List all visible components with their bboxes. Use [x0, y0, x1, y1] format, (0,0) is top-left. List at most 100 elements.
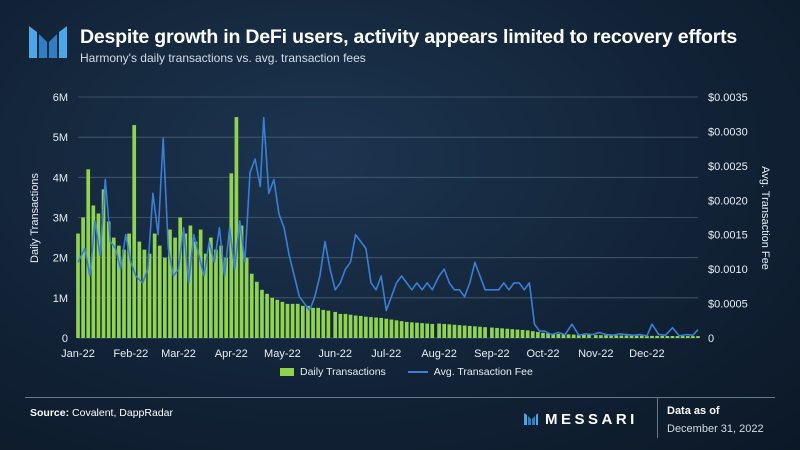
- bar: [96, 213, 101, 338]
- x-tick-label: Mar-22: [161, 348, 196, 360]
- bar: [209, 237, 213, 338]
- x-tick-label: Oct-22: [526, 348, 559, 360]
- bar: [604, 335, 608, 338]
- bar: [582, 334, 586, 338]
- bar: [270, 297, 275, 338]
- x-tick-label: Aug-22: [421, 348, 456, 360]
- bar: [576, 334, 581, 338]
- y-left-tick-label: 0: [62, 333, 68, 345]
- bar: [645, 335, 649, 338]
- bar: [178, 217, 183, 338]
- x-tick-label: Dec-22: [629, 348, 664, 360]
- x-tick-label: Sep-22: [474, 348, 509, 360]
- bar: [556, 333, 561, 338]
- footer-divider-vertical: [657, 398, 658, 438]
- x-tick-label: May-22: [264, 348, 301, 360]
- bar: [425, 323, 430, 338]
- bar: [275, 299, 280, 338]
- bar: [188, 225, 193, 338]
- brand-name: MESSARI: [545, 410, 638, 428]
- y-right-tick-label: $0.0020: [708, 195, 748, 207]
- bar: [624, 335, 629, 338]
- bar: [691, 336, 695, 338]
- bar: [152, 233, 157, 338]
- bar: [571, 334, 576, 338]
- y-right-ticks: 0 $0.0005 $0.0010 $0.0015 $0.0020 $0.0025 $0.0…: [708, 92, 748, 345]
- source-text: Covalent, DappRadar: [72, 407, 173, 419]
- bar: [142, 249, 147, 338]
- bar: [420, 323, 424, 338]
- bar: [374, 317, 378, 338]
- bar: [505, 328, 510, 338]
- x-tick-label: Nov-22: [578, 348, 613, 360]
- bar: [132, 125, 137, 338]
- fee-line: [77, 116, 699, 337]
- brand: MESSARI: [523, 409, 638, 429]
- y-left-tick-label: 1M: [53, 293, 68, 305]
- bar: [437, 323, 441, 338]
- bar: [122, 249, 126, 338]
- y-left-axis-label: Daily Transactions: [29, 173, 41, 263]
- bar: [343, 313, 348, 338]
- bar: [234, 117, 239, 338]
- bar: [467, 325, 472, 338]
- bar: [614, 335, 619, 338]
- bar: [203, 253, 208, 338]
- y-left-tick-label: 5M: [53, 132, 68, 144]
- bar: [634, 335, 639, 338]
- bar: [515, 329, 520, 338]
- page-title: Despite growth in DeFi users, activity a…: [80, 26, 738, 48]
- bar: [364, 316, 368, 338]
- bar: [321, 309, 326, 338]
- bar: [173, 237, 177, 338]
- bar: [394, 320, 399, 338]
- bar: [91, 205, 96, 338]
- data-as-of-date: December 31, 2022: [667, 423, 764, 435]
- x-tick-label: Jul-22: [371, 348, 401, 360]
- bar: [348, 314, 353, 338]
- data-as-of-label: Data as of: [667, 405, 720, 417]
- bar: [452, 324, 457, 338]
- x-tick-label: Feb-22: [113, 348, 148, 360]
- bar: [214, 249, 218, 338]
- bar: [609, 335, 613, 338]
- bar: [86, 169, 91, 338]
- bar: [520, 329, 525, 338]
- bar: [457, 325, 462, 338]
- x-tick-label: Jun-22: [318, 348, 352, 360]
- bar: [473, 326, 477, 338]
- bar: [665, 335, 670, 338]
- y-left-tick-label: 2M: [53, 253, 68, 265]
- legend: Daily Transactions Avg. Transaction Fee: [280, 366, 533, 378]
- bar: [670, 335, 675, 338]
- bar: [81, 217, 85, 338]
- bar: [530, 331, 535, 338]
- bar: [300, 305, 305, 338]
- bar: [650, 335, 654, 338]
- bar: [219, 245, 223, 338]
- bar: [379, 317, 384, 338]
- bar: [249, 273, 254, 338]
- bar: [255, 281, 259, 338]
- messari-logo: [29, 26, 67, 58]
- x-tick-label: Apr-22: [215, 348, 248, 360]
- bar: [127, 233, 131, 338]
- y-right-tick-label: $0.0030: [708, 126, 748, 138]
- bar: [111, 237, 116, 338]
- y-left-tick-label: 6M: [53, 92, 68, 104]
- bar: [244, 257, 249, 338]
- bar: [290, 303, 295, 338]
- footer-divider-horizontal: [25, 397, 775, 398]
- bar: [358, 315, 363, 338]
- bar: [168, 229, 172, 338]
- y-right-tick-label: $0.0010: [708, 264, 748, 276]
- bar: [447, 324, 452, 338]
- bar: [510, 329, 515, 338]
- bar: [593, 335, 598, 338]
- bar: [655, 335, 659, 338]
- bar: [326, 310, 331, 338]
- bar: [193, 241, 198, 338]
- bar: [599, 335, 603, 338]
- bar: [430, 323, 435, 338]
